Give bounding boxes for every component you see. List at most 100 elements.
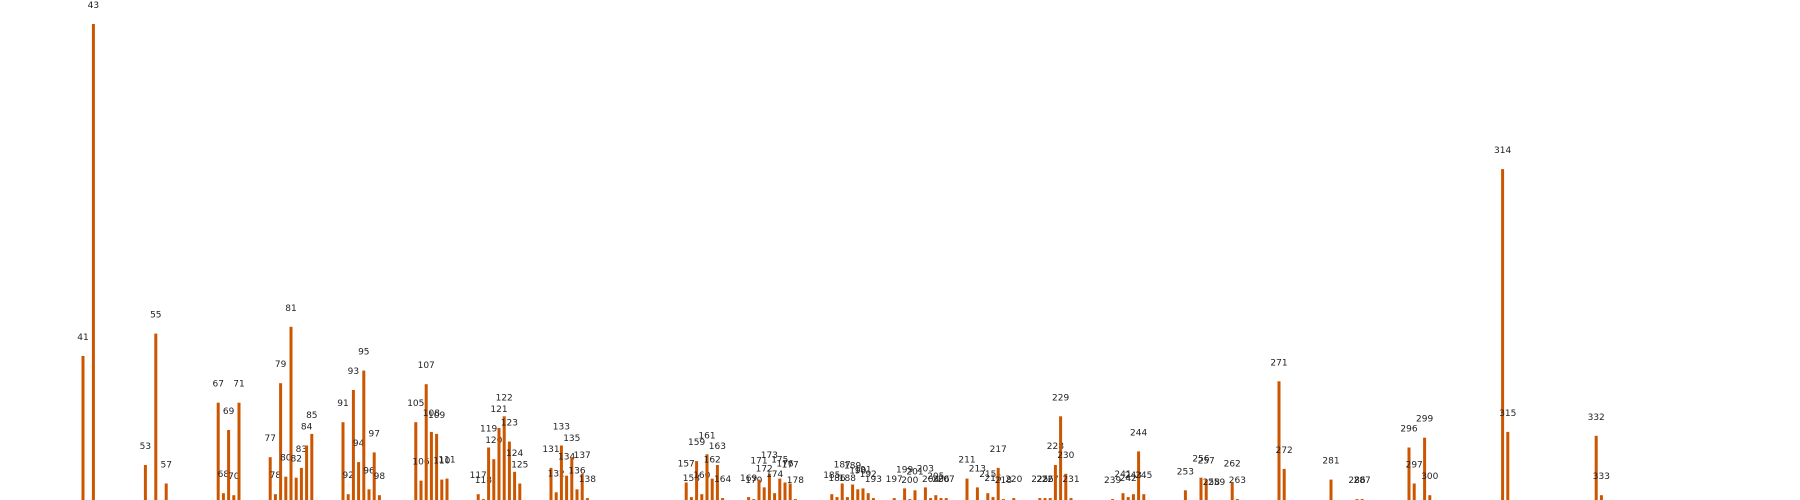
bar-label-105: 105 <box>407 399 424 409</box>
bar-label-218: 218 <box>995 476 1012 486</box>
bar-label-315: 315 <box>1499 409 1516 419</box>
bar-label-263: 263 <box>1229 476 1246 486</box>
bar-label-70: 70 <box>228 472 240 482</box>
bar-label-108: 108 <box>423 409 440 419</box>
bar-314 <box>1501 169 1505 500</box>
bar-label-215: 215 <box>979 470 996 480</box>
bar-253 <box>1183 490 1187 500</box>
bar-label-77: 77 <box>264 434 275 444</box>
bar-label-228: 228 <box>1047 442 1064 452</box>
bar-label-164: 164 <box>714 475 731 485</box>
bar-68 <box>221 493 225 500</box>
bar-label-55: 55 <box>150 311 161 321</box>
bar-label-81: 81 <box>285 304 296 314</box>
bar-label-259: 259 <box>1208 478 1225 488</box>
bar-label-122: 122 <box>496 393 513 403</box>
bar-203 <box>923 487 927 500</box>
bar-label-117: 117 <box>470 471 487 481</box>
bar-257 <box>1204 479 1208 500</box>
bar-108 <box>429 431 433 500</box>
bar-label-109: 109 <box>428 411 445 421</box>
bar-label-314: 314 <box>1494 146 1511 156</box>
bar-label-83: 83 <box>296 445 307 455</box>
bar-label-131: 131 <box>542 445 559 455</box>
bar-label-41: 41 <box>77 333 88 343</box>
bar-172 <box>762 487 766 500</box>
bar-299 <box>1423 437 1427 500</box>
bar-41 <box>81 356 85 500</box>
bar-label-107: 107 <box>418 361 435 371</box>
bar-label-170: 170 <box>745 476 762 486</box>
bar-160 <box>700 494 704 500</box>
bar-label-177: 177 <box>782 461 799 471</box>
bar-161 <box>705 454 709 500</box>
bar-201 <box>913 490 917 500</box>
bar-label-162: 162 <box>704 456 721 466</box>
bar-label-138: 138 <box>579 475 596 485</box>
bar-label-333: 333 <box>1593 472 1610 482</box>
bar-192 <box>866 493 870 500</box>
bar-label-189: 189 <box>844 462 861 472</box>
bar-213 <box>975 487 979 500</box>
bar-105 <box>414 422 418 500</box>
bar-label-94: 94 <box>353 439 365 449</box>
bar-133 <box>559 445 563 500</box>
bar-207 <box>944 498 948 500</box>
bar-label-205: 205 <box>927 472 944 482</box>
bar-label-43: 43 <box>88 1 99 11</box>
bar-label-192: 192 <box>860 470 877 480</box>
bar-176 <box>783 482 787 500</box>
bar-label-226: 226 <box>1036 475 1053 485</box>
bar-label-175: 175 <box>771 456 788 466</box>
bar-label-97: 97 <box>368 429 379 439</box>
bar-123 <box>507 441 511 500</box>
bar-label-203: 203 <box>917 464 934 474</box>
bar-label-239: 239 <box>1104 476 1121 486</box>
bar-label-137: 137 <box>574 451 591 461</box>
bar-97 <box>372 452 376 500</box>
bar-label-121: 121 <box>490 405 507 415</box>
bar-label-93: 93 <box>348 367 359 377</box>
bar-242 <box>1126 497 1130 500</box>
bar-label-69: 69 <box>223 407 235 417</box>
bar-label-134: 134 <box>558 453 575 463</box>
bar-label-135: 135 <box>563 434 580 444</box>
bar-117 <box>476 494 480 500</box>
bar-136 <box>575 489 579 500</box>
bar-106 <box>419 480 423 500</box>
bar-157 <box>684 482 688 500</box>
bar-243 <box>1131 494 1135 500</box>
bar-label-71: 71 <box>233 380 244 390</box>
bar-187 <box>840 483 844 500</box>
bar-label-178: 178 <box>787 476 804 486</box>
bar-296 <box>1407 447 1411 500</box>
bar-169 <box>747 497 751 500</box>
bar-226 <box>1043 498 1047 500</box>
bar-label-111: 111 <box>438 456 455 466</box>
bar-label-79: 79 <box>275 360 287 370</box>
bar-label-78: 78 <box>270 471 282 481</box>
bar-label-169: 169 <box>740 474 757 484</box>
bar-label-68: 68 <box>218 470 230 480</box>
bar-label-96: 96 <box>363 466 375 476</box>
bar-label-216: 216 <box>984 474 1001 484</box>
bar-label-201: 201 <box>906 467 923 477</box>
bar-55 <box>154 333 158 500</box>
bar-162 <box>710 478 714 500</box>
bar-159 <box>695 461 699 500</box>
bar-91 <box>341 422 345 500</box>
bar-label-332: 332 <box>1588 413 1605 423</box>
bar-94 <box>357 462 361 500</box>
bar-label-220: 220 <box>1005 475 1022 485</box>
bar-label-132: 132 <box>548 469 565 479</box>
bar-199 <box>903 488 907 500</box>
bar-85 <box>310 433 314 500</box>
bar-124 <box>513 471 517 500</box>
bar-label-188: 188 <box>839 474 856 484</box>
bar-109 <box>435 433 439 500</box>
bar-label-174: 174 <box>766 470 783 480</box>
bar-label-297: 297 <box>1406 461 1423 471</box>
bar-122 <box>502 416 506 500</box>
bar-132 <box>554 492 558 500</box>
bar-131 <box>549 467 553 500</box>
